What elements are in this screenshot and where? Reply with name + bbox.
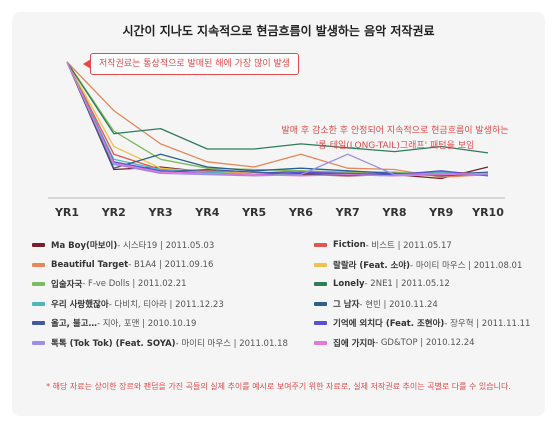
footnote: * 해당 자료는 상이한 장르와 팬덤을 가진 곡들의 실제 추이를 예시로 보… xyxy=(46,382,511,391)
series-line-4 xyxy=(66,61,488,176)
legend-series-meta: - 지아, 포맨 | 2010.10.19 xyxy=(96,319,197,329)
legend-swatch xyxy=(32,282,45,286)
legend-swatch xyxy=(314,321,327,325)
legend-swatch xyxy=(314,301,327,306)
legend-series-meta: - 현빈 | 2010.11.24 xyxy=(359,299,438,310)
series-line-5 xyxy=(66,61,489,154)
legend-item: 우리 사랑했잖아 - 다비치, 티아라 | 2011.12.23 xyxy=(32,297,224,311)
series-line-1 xyxy=(66,61,489,176)
legend-item: 올고, 불고… - 지아, 포맨 | 2010.10.19 xyxy=(32,316,196,330)
legend-item: 기억에 외치다 (Feat. 조현아) - 장우혁 | 2011.11.11 xyxy=(314,316,530,330)
legend-series-name: Ma Boy(마보이) xyxy=(51,241,118,251)
peak-callout: 저작권료는 통상적으로 발매된 해에 가장 많이 발생 xyxy=(82,53,300,75)
legend-series-name: 기억에 외치다 (Feat. 조현아) xyxy=(333,319,445,329)
x-tick-label: YR2 xyxy=(101,206,126,219)
legend-series-name: Beautiful Target xyxy=(51,259,129,270)
chart-card xyxy=(12,12,545,416)
note-line-1: 발매 후 감소한 후 안정되어 지속적으로 현금흐름이 발생하는 xyxy=(281,126,509,136)
legend-item: 입술자국 - F-ve Dolls | 2011.02.21 xyxy=(32,277,187,291)
legend-swatch xyxy=(314,262,327,267)
legend-series-meta: - 비스트 | 2011.05.17 xyxy=(365,241,452,251)
series-line-10 xyxy=(66,61,489,177)
legend-item: 랄랄라 (Feat. 소야) - 마이티 마우스 | 2011.08.01 xyxy=(314,258,522,272)
x-tick-label: YR5 xyxy=(241,206,266,219)
x-tick-label: YR1 xyxy=(54,206,79,219)
x-tick-label: YR4 xyxy=(194,206,219,219)
legend-swatch xyxy=(32,340,45,345)
series-line-8 xyxy=(66,61,489,177)
x-tick-label: YR8 xyxy=(381,206,406,219)
legend-item: 집에 가지마 - GD&TOP | 2010.12.24 xyxy=(314,336,475,350)
legend-series-name: 그 남자 xyxy=(333,299,360,310)
legend-item: Lonely - 2NE1 | 2011.05.12 xyxy=(314,277,450,291)
long-tail-note: 발매 후 감소한 후 안정되어 지속적으로 현금흐름이 발생하는 '롱-테일(L… xyxy=(255,124,535,154)
legend-swatch xyxy=(32,262,45,267)
series-line-11 xyxy=(66,61,489,177)
note-line-2: '롱-테일(LONG-TAIL)그래프' 패턴을 보임 xyxy=(315,141,475,151)
legend-series-name: 입술자국 xyxy=(51,280,83,290)
legend-series-meta: - 마이티 마우스 | 2011.08.01 xyxy=(410,260,523,271)
legend-series-meta: - 장우혁 | 2011.11.11 xyxy=(444,319,531,329)
legend-series-meta: - F-ve Dolls | 2011.02.21 xyxy=(82,279,187,289)
legend-series-meta: - B1A4 | 2011.09.16 xyxy=(128,259,214,270)
legend-item: Fiction - 비스트 | 2011.05.17 xyxy=(314,238,452,252)
x-tick-label: YR3 xyxy=(148,206,173,219)
legend-swatch xyxy=(314,282,327,286)
legend-series-name: 랄랄라 (Feat. 소야) xyxy=(333,260,411,271)
legend-swatch xyxy=(32,321,45,325)
x-tick-label: YR6 xyxy=(288,206,313,219)
legend-series-meta: - 시스타19 | 2011.05.03 xyxy=(117,241,215,251)
legend-series-name: 톡톡 (Tok Tok) (Feat. SOYA) xyxy=(51,338,176,349)
legend-swatch xyxy=(314,243,327,247)
legend-item: Ma Boy(마보이) - 시스타19 | 2011.05.03 xyxy=(32,238,214,252)
series-line-6 xyxy=(66,61,489,177)
series-line-9 xyxy=(66,61,489,177)
legend-swatch xyxy=(314,340,327,345)
legend-series-name: 올고, 불고… xyxy=(51,319,97,329)
legend-series-meta: - 2NE1 | 2011.05.12 xyxy=(364,279,450,289)
legend-swatch xyxy=(32,301,45,306)
series-line-7 xyxy=(66,61,489,176)
series-line-3 xyxy=(66,61,489,177)
x-tick-label: YR7 xyxy=(335,206,360,219)
chart-title: 시간이 지나도 지속적으로 현금흐름이 발생하는 음악 저작권료 xyxy=(122,24,435,38)
legend-series-meta: - GD&TOP | 2010.12.24 xyxy=(375,337,475,348)
legend-series-meta: - 다비치, 티아라 | 2011.12.23 xyxy=(108,299,224,310)
legend-item: 그 남자 - 현빈 | 2010.11.24 xyxy=(314,297,438,311)
legend-series-name: 우리 사랑했잖아 xyxy=(51,299,109,310)
x-tick-label: YR9 xyxy=(428,206,453,219)
legend-series-name: 집에 가지마 xyxy=(333,338,376,349)
legend-swatch xyxy=(32,243,45,247)
x-tick-label: YR10 xyxy=(471,206,504,219)
legend-series-name: Lonely xyxy=(333,279,365,289)
legend-series-name: Fiction xyxy=(333,240,366,250)
legend-item: 톡톡 (Tok Tok) (Feat. SOYA) - 마이티 마우스 | 20… xyxy=(32,336,288,350)
legend-item: Beautiful Target - B1A4 | 2011.09.16 xyxy=(32,258,213,272)
legend-series-meta: - 마이티 마우스 | 2011.01.18 xyxy=(175,338,288,349)
